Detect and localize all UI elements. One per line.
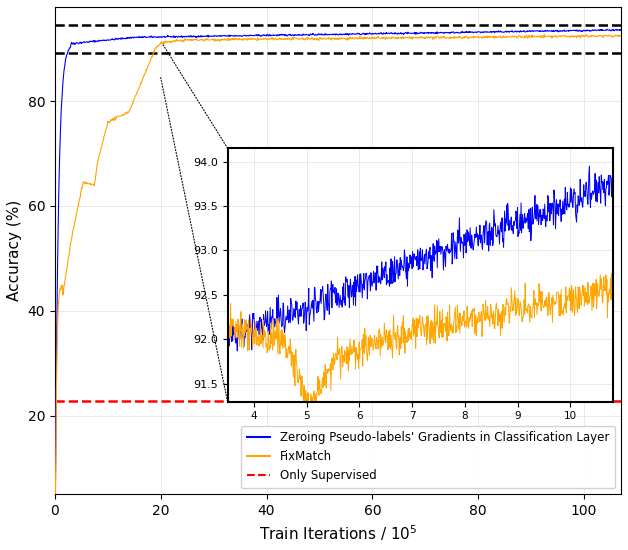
Legend: Zeroing Pseudo-labels' Gradients in Classification Layer, FixMatch, Only Supervi: Zeroing Pseudo-labels' Gradients in Clas… <box>241 426 615 488</box>
X-axis label: Train Iterations / $10^5$: Train Iterations / $10^5$ <box>259 524 417 543</box>
Y-axis label: Accuracy (%): Accuracy (%) <box>7 200 22 301</box>
